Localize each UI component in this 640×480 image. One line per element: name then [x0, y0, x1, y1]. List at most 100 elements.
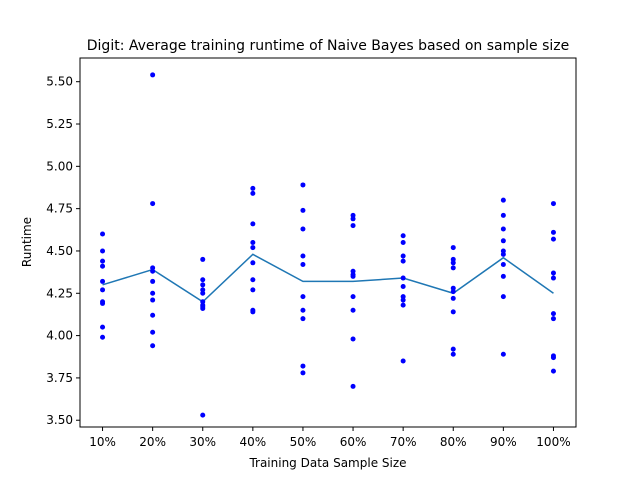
- data-point: [550, 270, 556, 276]
- data-point: [200, 290, 206, 296]
- data-point: [300, 294, 306, 300]
- data-point: [500, 251, 506, 257]
- runtime-series: [100, 72, 556, 418]
- data-point: [300, 182, 306, 188]
- data-point: [300, 253, 306, 259]
- data-point: [250, 221, 256, 227]
- y-tick-label: 4.25: [46, 286, 73, 300]
- data-point: [350, 383, 356, 389]
- x-axis-label: Training Data Sample Size: [248, 456, 406, 470]
- data-point: [250, 287, 256, 293]
- data-point: [500, 238, 506, 244]
- data-point: [250, 245, 256, 251]
- data-point: [550, 368, 556, 374]
- data-point: [100, 334, 106, 340]
- data-point: [150, 72, 156, 78]
- data-point: [550, 311, 556, 317]
- data-point: [250, 309, 256, 315]
- average-series: [102, 253, 554, 303]
- data-point: [500, 212, 506, 218]
- x-tick-label: 30%: [189, 435, 216, 449]
- data-point: [300, 370, 306, 376]
- data-point: [450, 265, 456, 271]
- x-tick-label: 50%: [290, 435, 317, 449]
- y-tick-label: 3.75: [46, 371, 73, 385]
- x-tick-label: 40%: [240, 435, 267, 449]
- data-point: [250, 185, 256, 191]
- y-tick-label: 4.50: [46, 244, 73, 258]
- x-tick-label: 90%: [490, 435, 517, 449]
- data-point: [300, 226, 306, 232]
- x-tick-label: 10%: [89, 435, 116, 449]
- data-point: [300, 207, 306, 213]
- data-point: [450, 346, 456, 352]
- data-point: [350, 307, 356, 313]
- data-point: [250, 260, 256, 266]
- data-point: [400, 358, 406, 364]
- y-axis-label: Runtime: [20, 217, 34, 267]
- data-point: [550, 201, 556, 207]
- data-point: [150, 201, 156, 207]
- data-point: [100, 287, 106, 293]
- data-point: [200, 306, 206, 312]
- data-point: [250, 277, 256, 283]
- y-tick-label: 4.00: [46, 329, 73, 343]
- data-point: [150, 329, 156, 335]
- data-point: [550, 355, 556, 361]
- data-point: [100, 300, 106, 306]
- data-point: [500, 262, 506, 268]
- x-tick-label: 60%: [340, 435, 367, 449]
- data-point: [100, 263, 106, 269]
- data-point: [450, 351, 456, 357]
- x-tick-label: 100%: [536, 435, 570, 449]
- y-tick-label: 5.25: [46, 117, 73, 131]
- data-point: [550, 275, 556, 281]
- data-point: [400, 297, 406, 303]
- data-point: [300, 316, 306, 322]
- data-point: [100, 231, 106, 237]
- average-line: [102, 253, 554, 303]
- data-point: [400, 258, 406, 264]
- y-tick-label: 4.75: [46, 202, 73, 216]
- data-point: [500, 351, 506, 357]
- data-point: [300, 363, 306, 369]
- x-axis: 10% 20% 30% 40% 50% 60% 70% 80% 90% 100%: [89, 427, 571, 449]
- data-point: [200, 277, 206, 283]
- data-point: [400, 240, 406, 245]
- data-point: [500, 273, 506, 279]
- data-point: [100, 248, 106, 254]
- data-point: [450, 245, 456, 251]
- chart-title: Digit: Average training runtime of Naive…: [87, 38, 569, 54]
- y-tick-label: 5.50: [46, 75, 73, 89]
- data-point: [500, 197, 506, 203]
- data-point: [450, 289, 456, 295]
- data-point: [200, 256, 206, 262]
- data-point: [150, 343, 156, 349]
- data-point: [350, 223, 356, 229]
- data-point: [400, 233, 406, 239]
- data-point: [500, 294, 506, 300]
- data-point: [400, 275, 406, 281]
- data-point: [300, 262, 306, 268]
- data-point: [400, 302, 406, 308]
- data-point: [550, 229, 556, 235]
- data-point: [350, 336, 356, 342]
- y-tick-label: 5.00: [46, 159, 73, 173]
- data-point: [350, 273, 356, 279]
- data-point: [100, 258, 106, 264]
- y-tick-label: 3.50: [46, 413, 73, 427]
- x-tick-label: 80%: [440, 435, 467, 449]
- data-point: [100, 278, 106, 284]
- data-point: [250, 240, 256, 245]
- data-point: [450, 309, 456, 315]
- data-point: [150, 278, 156, 284]
- data-point: [350, 216, 356, 222]
- data-point: [550, 316, 556, 322]
- data-point: [150, 312, 156, 318]
- data-point: [400, 284, 406, 290]
- data-point: [450, 295, 456, 301]
- data-point: [100, 324, 106, 330]
- x-tick-label: 20%: [139, 435, 166, 449]
- y-axis: 3.50 3.75 4.00 4.25 4.50 4.75 5.00 5.25 5.50: [46, 75, 80, 427]
